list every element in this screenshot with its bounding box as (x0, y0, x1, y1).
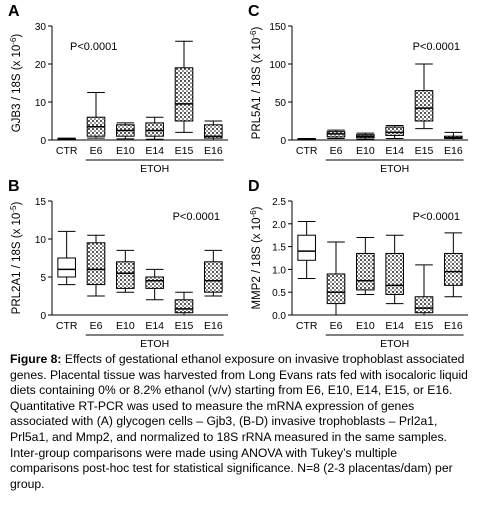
y-tick-label: 10 (35, 235, 47, 246)
y-tick-label: 20 (35, 60, 47, 71)
y-axis-label: GJB3 / 18S (x 10-6) (9, 34, 23, 133)
y-tick-label: 2.0 (272, 220, 286, 231)
y-axis-label: PRL2A1 / 18S (x 10-5) (9, 202, 23, 315)
x-tick-label: E14 (145, 145, 164, 157)
x-tick-label: CTR (56, 145, 78, 157)
box (174, 67, 194, 122)
x-tick-label: E14 (385, 320, 404, 332)
caption-label: Figure 8: (10, 352, 62, 366)
x-tick-label: E10 (116, 145, 135, 157)
x-tick-label: E10 (356, 145, 375, 157)
y-axis-label-close: ) (251, 206, 263, 210)
group-label: ETOH (380, 338, 409, 350)
x-tick-label: E16 (204, 320, 223, 332)
panel-letter: B (8, 178, 20, 195)
y-axis-label-exp: -5 (9, 205, 18, 213)
y-axis-label-exp: -6 (249, 30, 258, 38)
y-tick-label: 15 (35, 197, 47, 208)
y-tick-label: 30 (35, 22, 47, 33)
y-axis-label-close: ) (11, 202, 23, 206)
panel-letter: D (248, 178, 260, 195)
y-axis-label: PRL5A1 / 18S (x 10-6) (249, 27, 263, 140)
p-value: P<0.0001 (413, 41, 460, 53)
group-label: ETOH (380, 163, 409, 175)
y-tick-label: 2.5 (272, 197, 286, 208)
caption: Figure 8: Effects of gestational ethanol… (10, 352, 468, 492)
x-tick-label: E10 (356, 320, 375, 332)
y-tick-label: 0 (40, 136, 46, 147)
box (145, 122, 164, 137)
y-tick-label: 100 (269, 60, 286, 71)
x-tick-label: E16 (204, 145, 223, 157)
p-value: P<0.0001 (70, 41, 117, 53)
x-tick-label: CTR (56, 320, 78, 332)
box (356, 252, 375, 291)
box (174, 299, 194, 314)
y-axis-label: MMP2 / 18S (x 10-6) (249, 206, 263, 309)
panel-letter: C (248, 3, 260, 20)
x-tick-label: CTR (296, 145, 318, 157)
p-value: P<0.0001 (173, 211, 220, 223)
y-tick-label: 150 (269, 22, 286, 33)
panel-letter: A (8, 3, 20, 20)
x-tick-label: E6 (90, 145, 103, 157)
x-tick-label: E16 (444, 320, 463, 332)
box (204, 261, 223, 293)
box (385, 252, 404, 295)
box (326, 273, 346, 305)
panel: A P<0.0001 GJB3 / 18S (x 10-6) 0 10 20 30 CTR E6… (8, 3, 228, 175)
x-tick-label: E10 (116, 320, 135, 332)
p-value: P<0.0001 (413, 211, 460, 223)
y-axis-label-exp: -6 (9, 37, 18, 45)
y-tick-label: 10 (35, 98, 47, 109)
x-tick-label: CTR (296, 320, 318, 332)
box (57, 257, 76, 278)
y-axis-label-main: PRL2A1 / 18S (x 10 (11, 213, 23, 315)
y-tick-label: 1.5 (272, 243, 286, 254)
box (414, 296, 434, 314)
y-tick-label: 1.0 (272, 265, 286, 276)
box (116, 261, 135, 289)
x-tick-label: E15 (175, 145, 194, 157)
group-label: ETOH (140, 163, 169, 175)
box (145, 276, 164, 289)
x-tick-label: E14 (385, 145, 404, 157)
y-axis-label-main: MMP2 / 18S (x 10 (251, 217, 263, 309)
x-tick-label: E6 (90, 320, 103, 332)
x-tick-label: E14 (145, 320, 164, 332)
y-axis-label-main: PRL5A1 / 18S (x 10 (251, 38, 263, 140)
x-tick-label: E6 (330, 145, 343, 157)
x-tick-label: E15 (415, 320, 434, 332)
y-tick-label: 0 (40, 311, 46, 322)
caption-text: Effects of gestational ethanol exposure … (10, 352, 468, 491)
panel: B P<0.0001 PRL2A1 / 18S (x 10-5) 0 5 10 15 CTR E… (8, 178, 228, 350)
y-axis-label-main: GJB3 / 18S (x 10 (11, 45, 23, 133)
box (297, 234, 316, 261)
box (86, 242, 106, 286)
y-tick-label: 50 (275, 98, 287, 109)
box (204, 124, 223, 139)
y-tick-label: 0 (280, 136, 286, 147)
x-tick-label: E15 (415, 145, 434, 157)
y-axis-label-close: ) (11, 34, 23, 38)
x-tick-label: E16 (444, 145, 463, 157)
box (385, 126, 404, 136)
group-label: ETOH (140, 338, 169, 350)
box (414, 90, 434, 122)
x-tick-label: E6 (330, 320, 343, 332)
box (444, 252, 463, 286)
panel: D P<0.0001 MMP2 / 18S (x 10-6) 0.0 0.5 1.0 1.5… (248, 178, 468, 350)
y-axis-label-close: ) (251, 27, 263, 31)
x-tick-label: E15 (175, 320, 194, 332)
panel: C P<0.0001 PRL5A1 / 18S (x 10-6) 0 50 100 150 C… (248, 3, 468, 175)
y-tick-label: 0.5 (272, 288, 286, 299)
y-axis-label-exp: -6 (249, 210, 258, 218)
y-tick-label: 0.0 (272, 311, 286, 322)
y-tick-label: 5 (40, 273, 46, 284)
